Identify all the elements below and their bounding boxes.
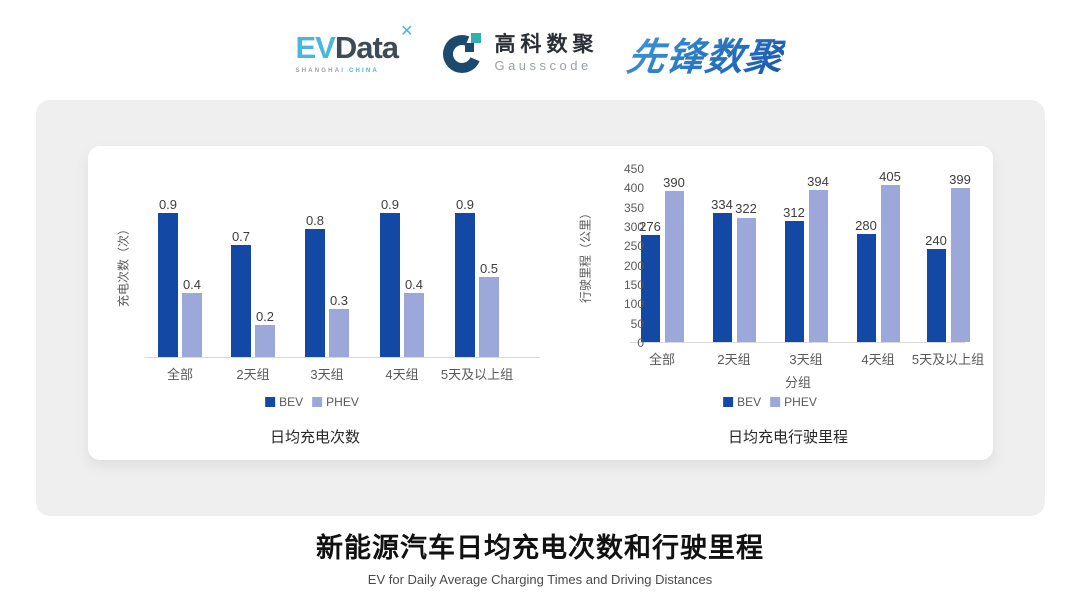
legend-swatch-BEV [723,397,734,407]
bar-value-label: 0.2 [255,309,275,324]
y-tick-label: 400 [623,181,644,196]
evdata-china-text: CHINA [348,68,379,74]
legend-item-PHEV: PHEV [770,395,817,409]
y-axis-label: 充电次数（次） [116,222,131,308]
gausscode-g-icon [443,33,482,73]
bar-value-label: 0.4 [404,277,424,292]
y-tick-label: 350 [623,200,644,215]
bar-value-label: 0.9 [158,197,178,212]
evdata-shanghai-text: SHANGHAI [295,68,346,74]
evdata-star-icon: ✕ [400,23,414,40]
bar-PHEV [736,217,756,342]
legend-item-BEV: BEV [723,395,761,409]
evdata-wordmark: EV Data ✕ [295,24,414,65]
bar-BEV [640,235,660,342]
bar-BEV [784,221,804,342]
y-tick-label: 250 [623,239,644,254]
bar-PHEV [404,293,424,357]
y-tick-label: 100 [623,297,644,312]
y-axis-label: 行驶里程（公里） [578,206,593,304]
bar-PHEV [182,293,202,357]
bar-BEV [380,213,400,357]
evdata-ev-text: EV [295,30,336,65]
bar-value-label: 322 [735,201,757,217]
plot-area: 0.9 0.7 0.8 0.9 0.9 0.4 0.2 0.3 0.4 0.5 [145,197,540,358]
legend-item-PHEV: PHEV [312,395,359,409]
y-tick-label: 150 [623,278,644,292]
bar-value-label: 405 [879,169,901,185]
legend: BEV PHEV [723,395,817,409]
legend-swatch-PHEV [770,397,781,407]
bar-value-label: 240 [925,233,947,249]
legend-swatch-PHEV [312,397,323,407]
category-label: 全部 [166,367,193,382]
bar-value-label: 0.5 [479,261,499,276]
y-tick-label: 200 [623,258,644,273]
x-axis-label: 分组 [784,375,812,390]
category-label: 3天组 [310,367,344,382]
category-label: 5天及以上组 [911,352,985,367]
bar-BEV [856,233,876,342]
bar-PHEV [329,309,349,357]
category-label: 5天及以上组 [440,367,514,382]
bar-BEV [712,212,732,342]
chart-title: 日均充电行驶里程 [727,429,849,446]
bar-value-label: 312 [783,205,805,221]
legend: BEV PHEV [265,395,359,409]
chart-card: 充电次数（次） 0.9 0.7 0.8 0.9 0.9 0.4 0.2 0.3 0.4 0.5 全部 2… [88,146,993,460]
category-label: 全部 [648,352,675,367]
bar-value-label: 280 [855,217,877,233]
y-tick-label: 50 [630,316,644,331]
gausscode-logo: 高科数聚 Gausscode [441,31,598,75]
bar-BEV [305,229,325,357]
chart-title: 日均充电次数 [269,429,361,446]
bar-value-label: 0.9 [455,197,475,212]
y-tick-label: 450 [623,162,644,176]
logo-row: EV Data ✕ SHANGHAI CHINA 高科数聚 Gausscode 先锋… [0,22,1080,84]
y-tick-label: 300 [623,220,644,234]
gausscode-cn-text: 高科数聚 [494,33,599,56]
gausscode-en-text: Gausscode [494,58,592,73]
bar-value-label: 0.7 [231,229,251,244]
bar-value-label: 0.4 [182,277,202,292]
evdata-data-text: Data [334,30,399,65]
category-label: 4天组 [385,367,419,382]
page-subtitle: EV for Daily Average Charging Times and … [367,572,713,587]
bar-value-label: 276 [639,219,661,235]
bar-value-label: 394 [807,173,829,189]
xianfeng-logo: 先锋数聚 [625,26,789,81]
y-tick-label: 0 [637,336,644,350]
bar-BEV [926,249,946,342]
evdata-logo: EV Data ✕ SHANGHAI CHINA [295,24,414,75]
bar-PHEV [664,191,684,342]
bar-PHEV [479,277,499,357]
category-label: 3天组 [789,352,823,367]
bar-BEV [158,213,178,357]
gausscode-text: 高科数聚 Gausscode [494,34,598,72]
bar-value-label: 0.8 [305,213,325,228]
legend-swatch-BEV [265,397,276,407]
bar-PHEV [808,189,828,342]
category-label: 2天组 [236,367,270,382]
bar-BEV [231,245,251,357]
category-label: 4天组 [861,352,895,367]
bar-PHEV [880,185,900,342]
plot-area: 276 334 312 280 240 390 322 394 405 399 [630,169,971,343]
page-title: 新能源汽车日均充电次数和行驶里程 [316,533,764,563]
evdata-caption: SHANGHAI CHINA [296,68,412,74]
bar-value-label: 390 [663,175,685,191]
bar-PHEV [255,325,275,357]
bar-value-label: 334 [711,196,733,212]
category-label: 2天组 [717,352,751,367]
legend-item-BEV: BEV [265,395,303,409]
bar-BEV [455,213,475,357]
bar-value-label: 0.3 [329,293,349,308]
bar-value-label: 399 [949,171,971,187]
bar-PHEV [950,187,970,342]
footer: 新能源汽车日均充电次数和行驶里程 EV for Daily Average Ch… [0,526,1080,587]
bar-value-label: 0.9 [380,197,400,212]
